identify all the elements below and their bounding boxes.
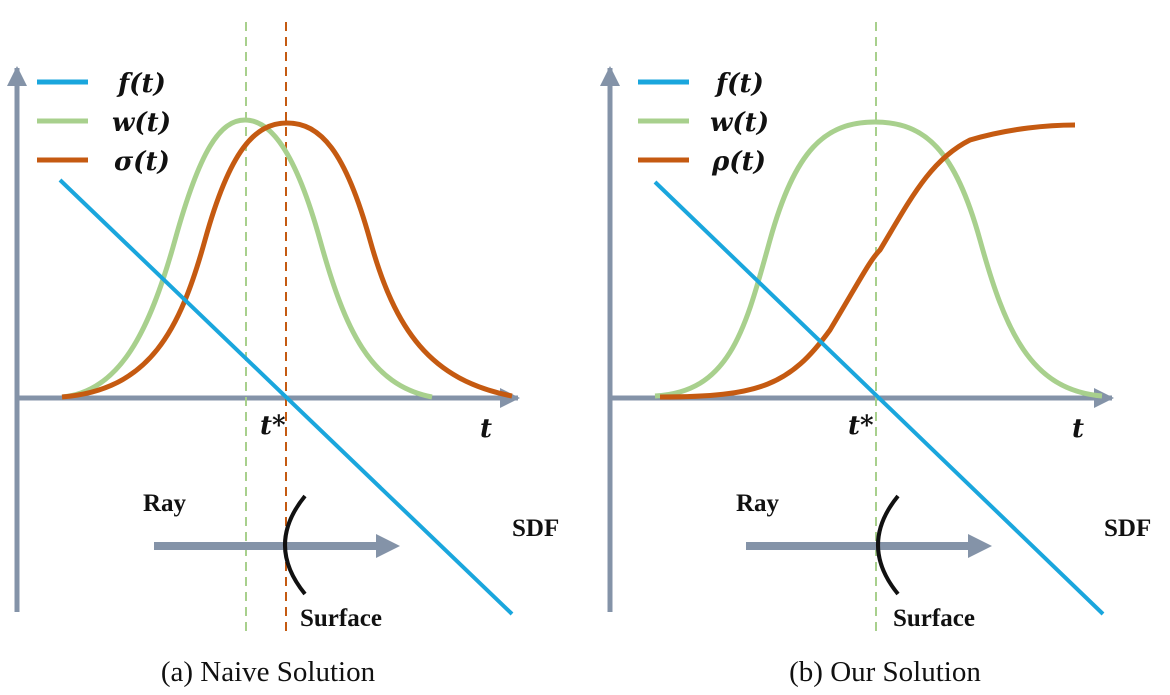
panel-b: f(t) w(t) ρ(t) t* t Ray Surface SDF (b) … xyxy=(600,22,1151,688)
panel-a: f(t) w(t) σ(t) t* t Ray Surface SDF (a) … xyxy=(6,22,559,688)
legend-f-label: f(t) xyxy=(116,69,166,99)
f-line xyxy=(58,178,514,616)
t-star-label: t* xyxy=(848,411,874,441)
caption: (a) Naive Solution xyxy=(161,656,376,688)
caption: (b) Our Solution xyxy=(789,656,981,688)
ray-label: Ray xyxy=(143,490,187,517)
ray-arrowhead xyxy=(968,534,992,558)
rho-curve xyxy=(659,122,1076,400)
legend-f-label: f(t) xyxy=(714,69,764,99)
legend-w-label: w(t) xyxy=(112,108,171,138)
t-axis-label: t xyxy=(480,414,492,444)
sdf-label: SDF xyxy=(1104,515,1151,542)
f-line xyxy=(653,180,1105,616)
legend-sigma-label: σ(t) xyxy=(114,147,170,177)
legend-w-label: w(t) xyxy=(710,108,769,138)
legend-rho-label: ρ(t) xyxy=(711,147,766,177)
surface-label: Surface xyxy=(893,605,975,632)
legend: f(t) w(t) ρ(t) xyxy=(638,69,769,177)
ray-arrowhead xyxy=(376,534,400,558)
sdf-label: SDF xyxy=(512,515,559,542)
w-curve xyxy=(61,117,433,400)
surface-label: Surface xyxy=(300,605,382,632)
surface-curve xyxy=(876,494,900,596)
t-axis-label: t xyxy=(1072,414,1084,444)
w-curve xyxy=(654,119,1103,399)
surface-curve xyxy=(283,494,307,596)
ray-label: Ray xyxy=(736,490,780,517)
legend: f(t) w(t) σ(t) xyxy=(37,69,171,177)
sigma-curve xyxy=(61,120,513,400)
t-star-label: t* xyxy=(260,411,286,441)
